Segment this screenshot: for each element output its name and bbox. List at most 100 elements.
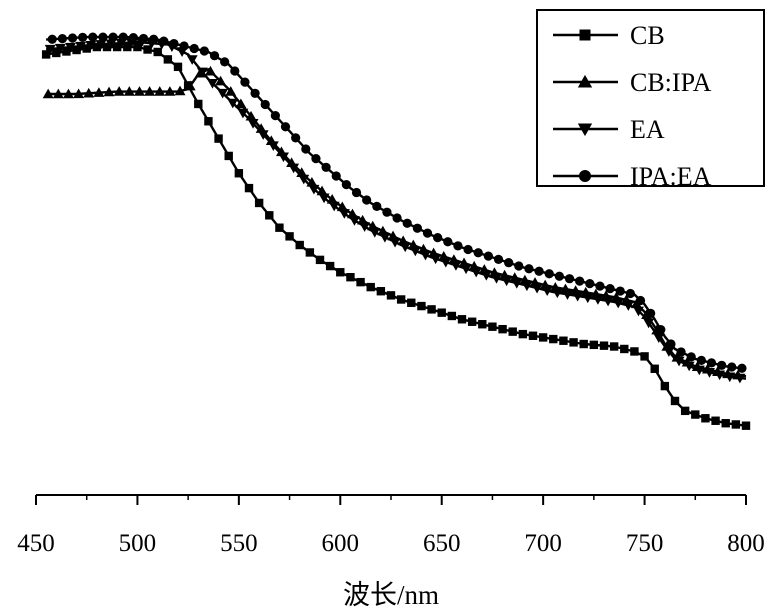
data-point xyxy=(534,266,544,276)
data-point xyxy=(386,291,396,300)
data-point xyxy=(538,333,548,342)
data-point xyxy=(491,273,502,284)
data-point xyxy=(440,257,452,268)
data-point xyxy=(224,151,233,161)
legend-label: IPA:EA xyxy=(630,162,712,191)
data-point xyxy=(422,228,433,238)
data-point xyxy=(52,48,61,58)
data-point xyxy=(635,295,646,306)
data-point xyxy=(609,342,619,351)
data-point xyxy=(612,298,624,309)
series-ea xyxy=(44,38,747,384)
data-point xyxy=(625,288,635,299)
data-point xyxy=(270,110,280,121)
data-point xyxy=(622,301,634,311)
data-point xyxy=(88,32,98,42)
data-point xyxy=(47,34,57,44)
data-point xyxy=(656,325,666,335)
data-point xyxy=(315,255,325,265)
data-point xyxy=(518,329,528,339)
series-cb xyxy=(41,42,751,430)
data-point xyxy=(105,39,117,50)
data-point xyxy=(541,286,553,297)
data-point xyxy=(186,55,198,65)
data-point xyxy=(230,66,240,76)
data-point xyxy=(254,198,264,208)
data-point xyxy=(113,86,125,96)
x-tick-label: 550 xyxy=(220,530,258,557)
data-point xyxy=(443,237,453,247)
data-point xyxy=(103,86,115,97)
data-point xyxy=(460,264,472,275)
data-point xyxy=(585,279,595,289)
data-point xyxy=(650,364,659,373)
data-point xyxy=(295,240,304,250)
data-point xyxy=(683,361,695,372)
data-point xyxy=(524,264,534,274)
data-point xyxy=(691,410,700,419)
data-point xyxy=(643,318,655,329)
data-point xyxy=(234,169,244,178)
legend-item: EA xyxy=(553,115,665,144)
data-point xyxy=(291,133,301,143)
legend-item: CB:IPA xyxy=(553,68,712,97)
data-point xyxy=(346,273,355,282)
data-point xyxy=(602,296,614,307)
data-point xyxy=(741,421,751,430)
data-point xyxy=(92,42,102,52)
data-point xyxy=(362,195,372,205)
data-point xyxy=(65,42,76,53)
data-point xyxy=(493,254,504,264)
data-point xyxy=(75,41,87,52)
data-point xyxy=(564,274,575,284)
data-point xyxy=(331,171,341,181)
data-point xyxy=(483,251,493,261)
data-point xyxy=(44,44,56,55)
data-point xyxy=(328,201,340,212)
legend-label: CB:IPA xyxy=(630,68,712,97)
data-point xyxy=(453,241,463,251)
data-point xyxy=(620,344,629,354)
data-point xyxy=(123,42,132,52)
data-point xyxy=(169,38,179,49)
data-point xyxy=(559,336,568,345)
legend-marker xyxy=(577,123,593,137)
data-point xyxy=(478,320,487,329)
data-point xyxy=(399,242,411,253)
data-point xyxy=(676,347,686,357)
data-point xyxy=(599,341,609,350)
data-point xyxy=(93,87,105,97)
data-point xyxy=(701,414,710,423)
data-point xyxy=(717,360,727,370)
data-point xyxy=(696,355,706,365)
data-point xyxy=(318,193,330,204)
x-tick-label: 450 xyxy=(17,530,55,557)
data-point xyxy=(382,207,392,217)
x-axis-title: 波长/nm xyxy=(343,580,439,610)
data-point xyxy=(457,315,467,324)
data-point xyxy=(102,42,112,52)
data-point xyxy=(305,248,315,257)
data-point xyxy=(143,45,152,54)
data-point xyxy=(417,301,426,311)
data-point xyxy=(653,333,665,344)
x-axis: 450 500 550 600 650 700 750 800 xyxy=(17,494,765,557)
data-point xyxy=(133,42,142,52)
data-point xyxy=(633,306,644,317)
data-point xyxy=(615,286,625,296)
data-point xyxy=(504,258,514,268)
legend-item: CB xyxy=(553,21,665,50)
data-point xyxy=(531,283,543,294)
data-point xyxy=(372,201,382,212)
data-point xyxy=(83,87,95,98)
data-point xyxy=(379,232,391,243)
data-point xyxy=(285,232,294,241)
data-point xyxy=(196,67,208,78)
data-point xyxy=(359,222,371,232)
data-point xyxy=(42,88,54,99)
data-point xyxy=(301,144,311,154)
data-point xyxy=(118,32,128,42)
data-point xyxy=(159,36,169,46)
data-point xyxy=(95,40,107,50)
data-point xyxy=(727,362,737,372)
